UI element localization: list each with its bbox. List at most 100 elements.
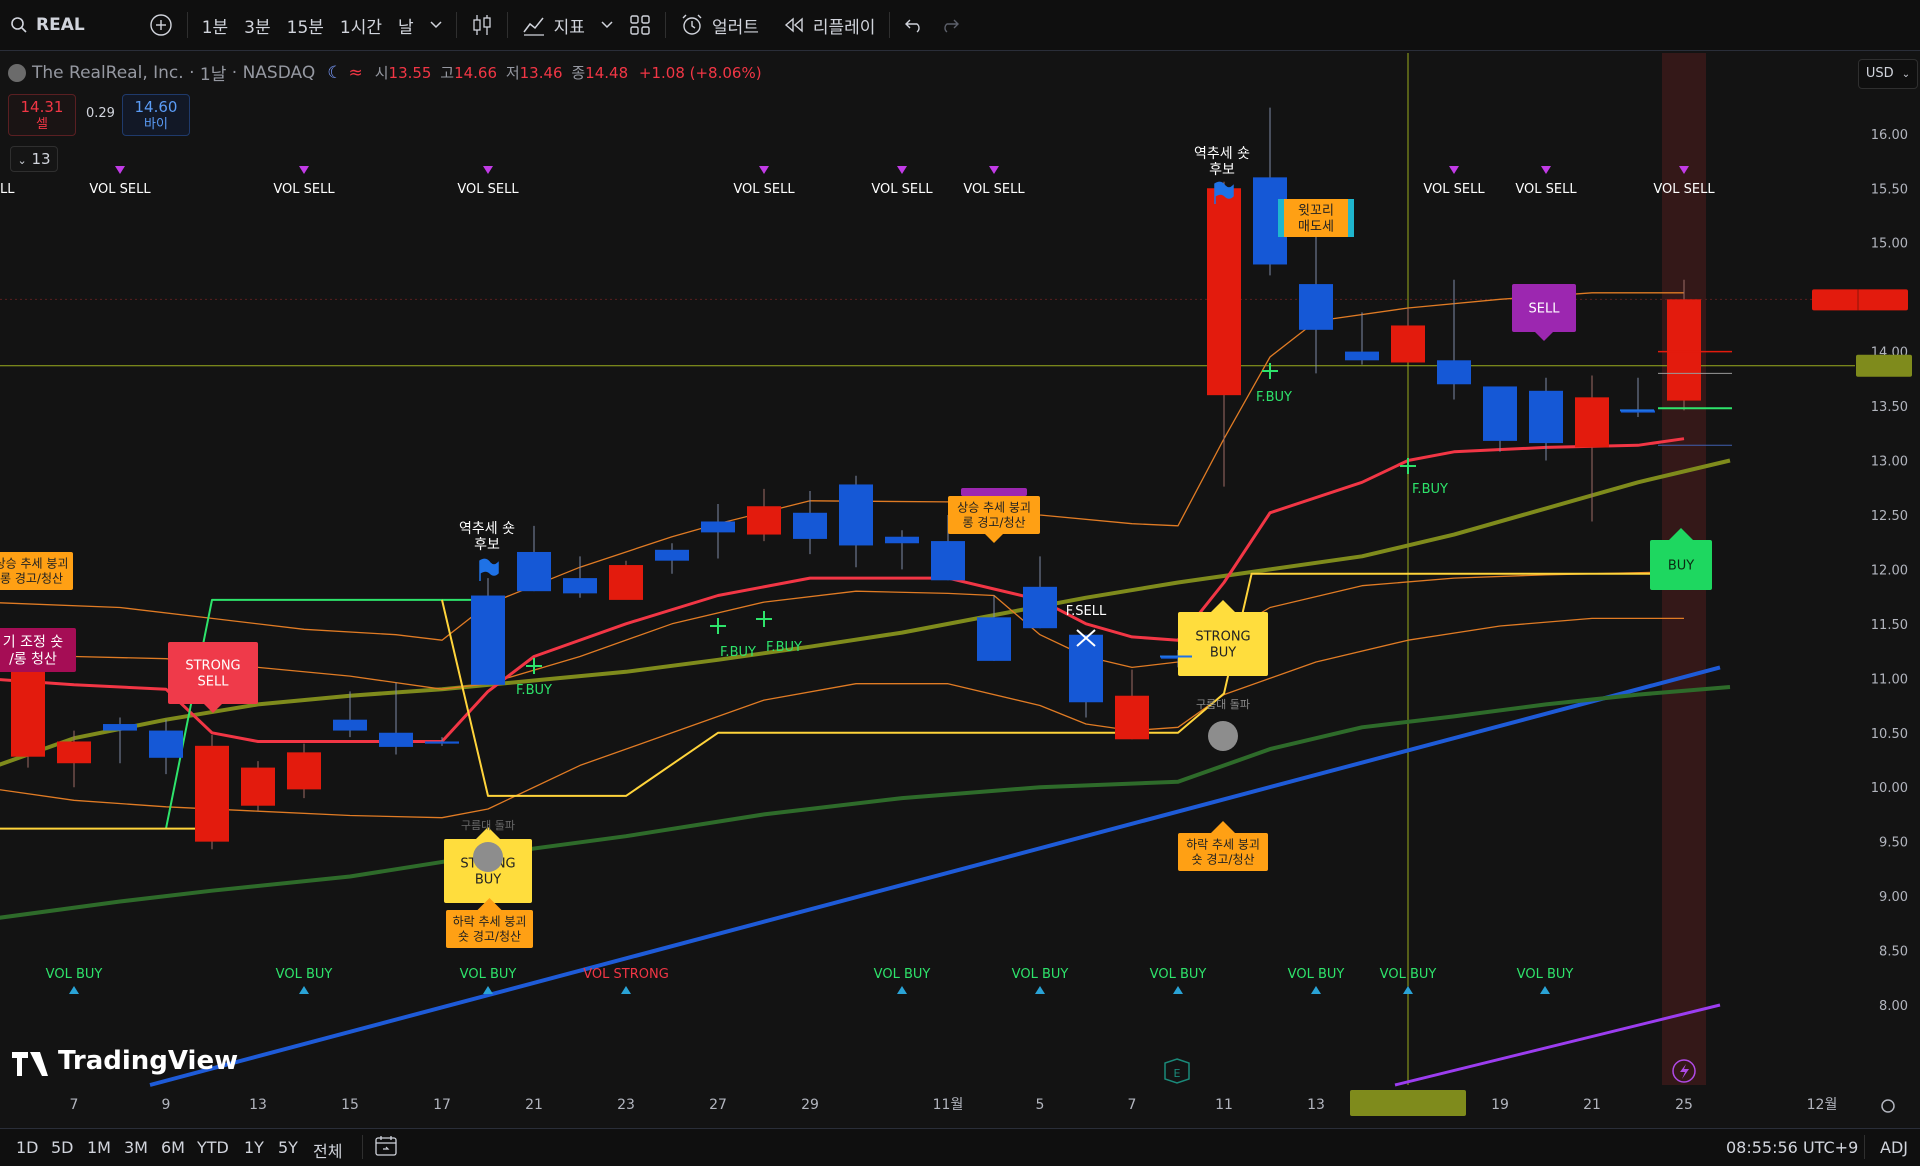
vol-sell-label: VOL SELL [1653, 182, 1715, 197]
open-value: 13.55 [388, 64, 432, 82]
interval-day[interactable]: 날 [390, 0, 422, 50]
f-buy-plus-icon [1262, 363, 1278, 379]
toolbar-divider [362, 1135, 363, 1159]
reverse-short-label: 역추세 숏 [1194, 146, 1250, 162]
candle-body [1345, 351, 1379, 361]
candle-body [1207, 188, 1241, 396]
candle-body [1621, 410, 1655, 413]
range-1m[interactable]: 1M [87, 1138, 111, 1157]
close-value: 14.48 [585, 64, 629, 82]
interval-15m[interactable]: 15분 [279, 0, 332, 50]
chevron-down-icon: ⌄ [17, 154, 27, 167]
x-axis-tick: 23 [617, 1097, 635, 1113]
undo-button[interactable] [896, 0, 932, 50]
f-sell-x-icon [1076, 629, 1096, 647]
compare-symbol-button[interactable] [141, 0, 181, 50]
vol-sell-label: VOL SELL [89, 182, 151, 197]
candle-body [1023, 586, 1057, 629]
rewind-icon [784, 17, 803, 33]
interval-3m[interactable]: 3분 [236, 0, 278, 50]
chart-type-button[interactable] [463, 0, 501, 50]
goto-date-button[interactable] [374, 1135, 400, 1161]
downtrend-break-box [446, 910, 533, 948]
adjust-toggle[interactable]: ADJ [1880, 1138, 1908, 1157]
candle-body [1115, 695, 1149, 740]
sell-signal-label: SELL [1529, 302, 1561, 317]
replay-button[interactable]: 리플레이 [775, 0, 884, 50]
f-buy-label: F.BUY [1256, 390, 1292, 405]
range-1y[interactable]: 1Y [244, 1138, 264, 1157]
company-name[interactable]: The RealReal, Inc. [32, 62, 184, 83]
legend-dot: · [226, 62, 243, 83]
uptrend-break-box [948, 496, 1040, 534]
range-ytd[interactable]: YTD [197, 1138, 229, 1157]
f-buy-plus-icon [526, 658, 542, 674]
interval-dropdown[interactable] [422, 0, 450, 50]
x-axis-tick: 11 [1215, 1097, 1233, 1113]
toolbar-divider [664, 12, 666, 38]
buy-button[interactable]: 14.60 바이 [122, 94, 190, 136]
candle-body [425, 741, 459, 744]
vol-sell-label: VOL SELL [733, 182, 795, 197]
plus-circle-icon [150, 14, 172, 36]
candle-body [333, 719, 367, 731]
reverse-short-label: 후보 [1209, 162, 1235, 178]
buy-signal-label: BUY [1668, 559, 1694, 574]
vol-buy-marker [483, 986, 493, 994]
range-5y[interactable]: 5Y [278, 1138, 298, 1157]
downtrend-break-label: 하락 추세 붕괴 [453, 915, 527, 929]
x-axis-tick: 13 [1307, 1097, 1325, 1113]
y-axis-tick: 9.00 [1879, 890, 1908, 905]
range-5d[interactable]: 5D [51, 1138, 74, 1157]
layouts-button[interactable] [621, 0, 659, 50]
indicators-dropdown[interactable] [593, 0, 621, 50]
vol-buy-label: VOL BUY [1288, 967, 1345, 982]
strong-sell-label: SELL [198, 675, 230, 690]
interval-1h[interactable]: 1시간 [332, 0, 390, 50]
strong-buy-pointer [1211, 600, 1235, 612]
range-6m[interactable]: 6M [161, 1138, 185, 1157]
range-1d[interactable]: 1D [16, 1138, 39, 1157]
symbol-search-button[interactable]: REAL [0, 0, 93, 50]
interval-label: 15분 [286, 17, 324, 38]
x-axis-tick: 27 [709, 1097, 727, 1113]
redo-button[interactable] [932, 0, 968, 50]
range-3m[interactable]: 3M [124, 1138, 148, 1157]
downtrend-break-pointer [477, 898, 502, 910]
search-icon [11, 17, 27, 33]
toolbar-divider [186, 12, 188, 38]
change-value: +1.08 (+8.06%) [638, 64, 762, 82]
vol-buy-marker [299, 986, 309, 994]
indicators-label: 지표 [553, 17, 585, 38]
redo-icon [944, 19, 960, 33]
interval-1m[interactable]: 1분 [194, 0, 236, 50]
downtrend-break-label: 하락 추세 붕괴 [1186, 838, 1260, 852]
purple-trend-line [1394, 1003, 1721, 1087]
candle-body [287, 752, 321, 790]
clock-time[interactable]: 08:55:56 UTC+9 [1726, 1138, 1859, 1157]
x-axis-tick: 5 [1036, 1097, 1045, 1113]
candle-body [609, 565, 643, 600]
candle-body [11, 665, 45, 757]
indicators-collapse-toggle[interactable]: ⌄ 13 [10, 146, 58, 172]
alert-button[interactable]: 얼러트 [672, 0, 767, 50]
sell-button[interactable]: 14.31 셀 [8, 94, 76, 136]
vol-buy-label: VOL BUY [874, 967, 931, 982]
range-all[interactable]: 전체 [313, 1142, 343, 1161]
cloud-break-label: 구름대 돌파 [461, 819, 515, 832]
candle-body [1437, 360, 1471, 385]
currency-selector[interactable]: USD ⌄ [1858, 59, 1918, 89]
undo-icon [905, 19, 921, 33]
legend-interval: 1날 [199, 65, 227, 85]
price-chart[interactable]: VOL SELL VOL SELL VOL SELL VOL SELL VOL SELL… [0, 51, 1920, 1136]
high-value: 14.66 [454, 64, 498, 82]
vol-buy-marker [897, 986, 907, 994]
open-label: 시 [374, 64, 389, 82]
indicators-button[interactable]: 지표 [514, 0, 593, 50]
downtrend-break-pointer [1211, 821, 1235, 833]
purple-tag-box [961, 488, 1027, 496]
gear-icon [1881, 1099, 1895, 1113]
wick-sell-signal-box [1278, 199, 1354, 237]
candle-body [885, 536, 919, 544]
sell-price: 14.31 [20, 98, 64, 116]
